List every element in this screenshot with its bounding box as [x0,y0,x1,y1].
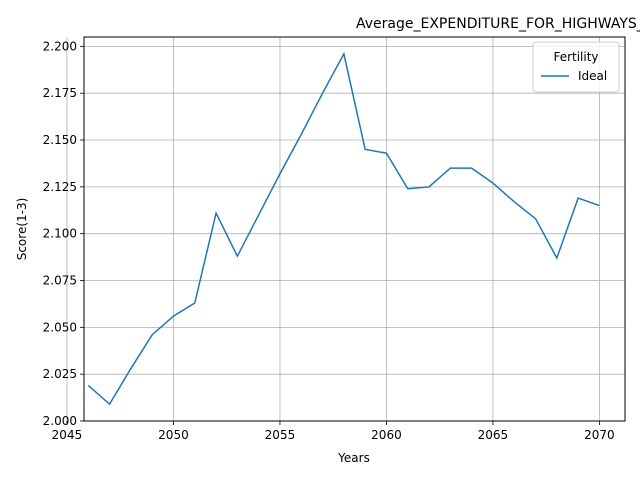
y-axis-label: Score(1-3) [15,198,29,261]
x-tick-label: 2070 [584,428,615,442]
legend-title: Fertility [553,50,598,64]
y-tick-label: 2.150 [43,133,77,147]
y-tick-label: 2.200 [43,39,77,53]
x-tick-label: 2065 [478,428,509,442]
y-tick-label: 2.100 [43,227,77,241]
x-tick-label: 2060 [371,428,402,442]
series-line-ideal [87,51,600,406]
x-axis: 2045 2050 2055 2060 2065 2070 [52,421,615,442]
y-axis: 2.000 2.025 2.050 2.075 2.100 2.125 2.150 2.175… [43,39,84,428]
legend-box [532,41,620,93]
y-tick-label: 2.050 [43,320,77,334]
legend-entry-ideal: Ideal [578,69,607,83]
y-tick-label: 2.125 [43,180,77,194]
grid-lines [66,37,625,422]
x-axis-label: Years [337,451,370,465]
x-tick-label: 2055 [265,428,296,442]
y-tick-label: 2.175 [43,86,77,100]
y-tick-label: 2.025 [43,367,77,381]
chart-title: Average_EXPENDITURE_FOR_HIGHWAYS_Black_M… [356,16,640,32]
x-tick-label: 2045 [52,428,83,442]
y-tick-label: 2.075 [43,274,77,288]
x-tick-label: 2050 [158,428,189,442]
legend: Fertility Ideal [532,41,620,93]
plot-area [83,36,626,422]
y-tick-label: 2.000 [43,414,77,428]
